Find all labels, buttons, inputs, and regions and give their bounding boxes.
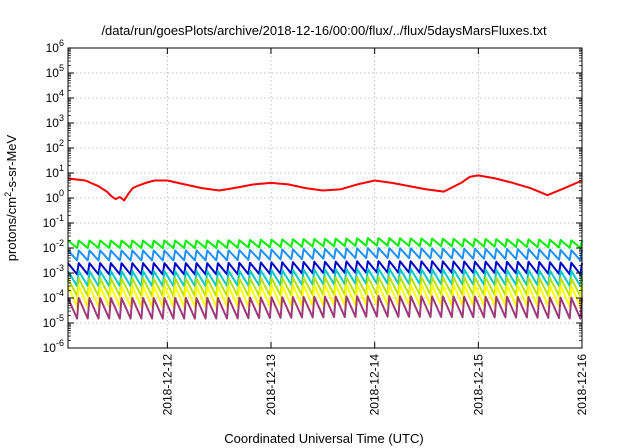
x-tick-label: 2018-12-14 bbox=[368, 354, 382, 416]
y-tick-label: 105 bbox=[46, 63, 64, 80]
y-axis-label: protons/cm2-s-sr-MeV bbox=[3, 134, 19, 261]
y-tick-label: 10-2 bbox=[43, 238, 64, 255]
x-axis-label: Coordinated Universal Time (UTC) bbox=[224, 431, 423, 446]
flux-series-line-6 bbox=[67, 275, 583, 297]
y-tick-label: 103 bbox=[46, 113, 64, 130]
x-tick-label: 2018-12-16 bbox=[575, 354, 589, 416]
y-tick-label: 10-5 bbox=[43, 313, 64, 330]
x-tick-label: 2018-12-12 bbox=[160, 354, 174, 416]
y-tick-label: 10-3 bbox=[43, 263, 64, 280]
y-tick-label: 101 bbox=[46, 163, 64, 180]
chart-title: /data/run/goesPlots/archive/2018-12-16/0… bbox=[101, 23, 547, 38]
y-tick-label: 104 bbox=[46, 88, 64, 105]
flux-series-line-4 bbox=[67, 260, 583, 276]
y-tick-label: 102 bbox=[46, 138, 64, 155]
y-tick-label: 10-6 bbox=[43, 338, 64, 355]
flux-series-line-3 bbox=[67, 247, 583, 262]
flux-series-line-8 bbox=[67, 295, 583, 320]
flux-series-line-1 bbox=[67, 174, 583, 202]
x-tick-label: 2018-12-15 bbox=[471, 354, 485, 416]
series-layer bbox=[67, 174, 583, 320]
flux-series-line-5 bbox=[67, 267, 583, 288]
y-tick-label: 106 bbox=[46, 38, 64, 55]
y-tick-label: 10-4 bbox=[43, 288, 64, 305]
y-tick-label: 100 bbox=[46, 188, 64, 205]
y-axis-ticks: 10-6 10-5 10-4 10-3 10-2 10-1 100 101 102 103 104 1… bbox=[43, 38, 582, 355]
flux-series-line-7 bbox=[67, 283, 583, 308]
x-axis-ticks: 2018-12-12 2018-12-13 2018-12-14 2018-12-15… bbox=[160, 48, 589, 415]
x-tick-label: 2018-12-13 bbox=[264, 354, 278, 416]
flux-series-line-2 bbox=[67, 237, 583, 249]
y-tick-label: 10-1 bbox=[43, 213, 64, 230]
